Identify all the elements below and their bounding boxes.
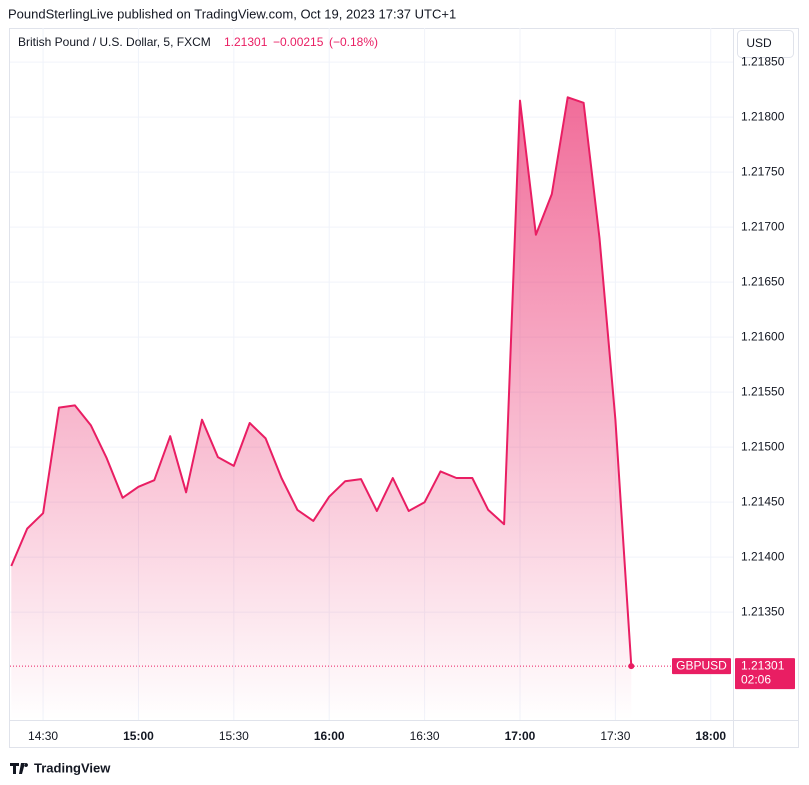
x-tick-label: 14:30 (28, 729, 58, 743)
x-tick-label: 15:30 (219, 729, 249, 743)
y-tick-label: 1.21450 (741, 494, 785, 508)
last-price: 1.21301 (224, 35, 268, 49)
frame (9, 28, 799, 748)
change-percent: (−0.18%) (329, 35, 378, 49)
y-tick-label: 1.21350 (741, 604, 785, 618)
y-tick-label: 1.21800 (741, 109, 785, 123)
price-tag (735, 658, 795, 690)
brand: TradingView (34, 760, 111, 775)
symbol-tag (672, 658, 731, 675)
logo-icon (10, 763, 29, 774)
x-tick-label: 18:00 (695, 729, 726, 743)
y-tick-label: 1.21850 (741, 54, 785, 68)
change: −0.00215 (273, 35, 324, 49)
symbol-title: British Pound / U.S. Dollar, 5, FXCM (18, 35, 211, 49)
x-tick-label: 16:30 (410, 729, 440, 743)
price-line (10, 96, 633, 667)
publisher: PoundSterlingLive published on TradingVi… (8, 6, 456, 21)
plot (10, 96, 733, 721)
currency-button[interactable] (737, 30, 794, 58)
countdown: 02:06 (741, 672, 771, 686)
x-tick-label: 17:30 (600, 729, 630, 743)
x-tick-label: 15:00 (123, 729, 154, 743)
price-tag-label: 1.21301 (741, 658, 785, 672)
area-fill (11, 97, 632, 721)
last-point (628, 663, 635, 670)
x-tick-label: 16:00 (314, 729, 345, 743)
y-tick-label: 1.21700 (741, 219, 785, 233)
currency[interactable]: USD (746, 36, 772, 50)
y-tick-label: 1.21400 (741, 549, 785, 563)
y-tick-label: 1.21550 (741, 384, 785, 398)
symbol-tag-label: GBPUSD (676, 658, 727, 672)
y-tick-label: 1.21650 (741, 274, 785, 288)
x-tick-label: 17:00 (505, 729, 536, 743)
y-tick-label: 1.21750 (741, 164, 785, 178)
y-tick-label: 1.21500 (741, 439, 785, 453)
y-tick-label: 1.21600 (741, 329, 785, 343)
